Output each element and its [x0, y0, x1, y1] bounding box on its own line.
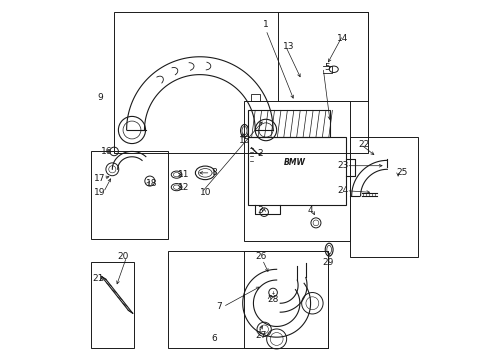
Bar	[278, 12, 367, 102]
Text: 10: 10	[199, 188, 210, 197]
Bar	[91, 262, 134, 348]
Text: 12: 12	[178, 183, 189, 192]
Text: 26: 26	[254, 252, 266, 261]
Text: 25: 25	[395, 168, 407, 177]
Text: 28: 28	[267, 295, 278, 304]
Text: 15: 15	[238, 136, 250, 145]
Text: 16: 16	[101, 147, 113, 156]
Text: 11: 11	[178, 170, 189, 179]
Bar	[91, 152, 167, 239]
Text: 5: 5	[323, 63, 329, 72]
Text: 27: 27	[254, 331, 266, 340]
Text: 13: 13	[283, 41, 294, 50]
Text: BMW: BMW	[283, 158, 305, 167]
Text: 9: 9	[97, 93, 102, 102]
Text: 24: 24	[336, 186, 347, 195]
Text: 20: 20	[117, 252, 128, 261]
Text: 29: 29	[322, 258, 333, 267]
Bar	[244, 102, 349, 241]
Text: 21: 21	[92, 274, 103, 283]
Text: 2: 2	[257, 149, 263, 158]
Text: 17: 17	[94, 174, 105, 183]
Bar	[167, 251, 328, 348]
Text: 8: 8	[211, 168, 217, 177]
Text: 23: 23	[336, 161, 348, 170]
Text: 7: 7	[216, 302, 222, 311]
Text: 22: 22	[358, 140, 369, 149]
Text: 18: 18	[145, 179, 157, 188]
Bar	[244, 251, 328, 348]
Bar	[349, 137, 417, 257]
Text: 14: 14	[336, 35, 348, 44]
Bar	[251, 94, 259, 102]
Text: 3: 3	[257, 206, 263, 215]
Text: 19: 19	[94, 188, 105, 197]
Text: 4: 4	[307, 206, 313, 215]
Text: 1: 1	[263, 20, 268, 29]
Text: 6: 6	[211, 334, 217, 343]
Bar	[114, 12, 367, 153]
